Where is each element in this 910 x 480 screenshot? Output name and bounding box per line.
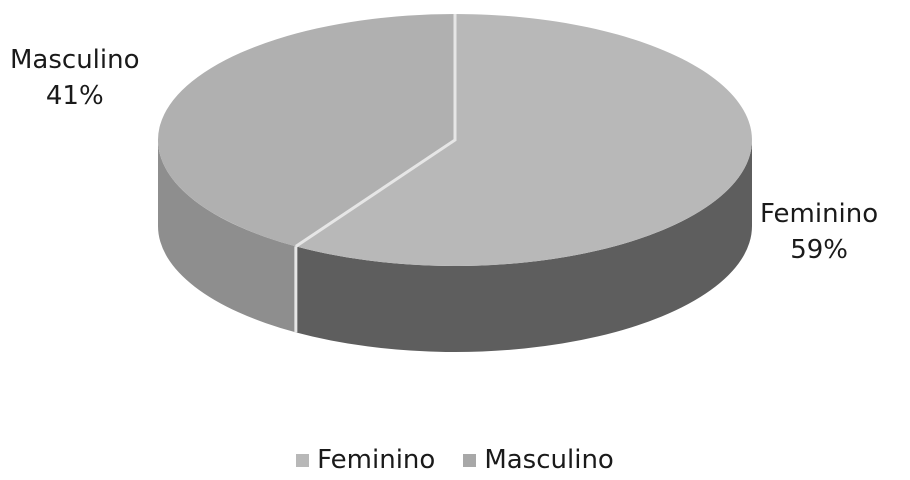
legend: Feminino Masculino <box>0 445 910 475</box>
legend-swatch-feminino <box>296 453 310 467</box>
legend-item-feminino: Feminino <box>296 445 435 475</box>
slice-side-feminino <box>295 140 752 353</box>
slice-separator <box>295 14 457 248</box>
data-label-masculino-percent: 41% <box>45 81 104 111</box>
data-label-masculino-name: Masculino <box>10 45 140 75</box>
legend-label-masculino: Masculino <box>484 445 614 475</box>
data-label-feminino-name: Feminino <box>760 199 879 229</box>
legend-item-masculino: Masculino <box>463 445 614 475</box>
data-label-feminino-percent: 59% <box>790 235 848 265</box>
legend-label-feminino: Feminino <box>317 445 436 475</box>
data-label-masculino: Masculino 41% <box>10 42 140 114</box>
data-label-feminino: Feminino 59% <box>760 196 878 268</box>
slice-feminino <box>295 14 752 266</box>
legend-swatch-masculino <box>463 453 477 467</box>
slice-side-masculino <box>158 140 296 333</box>
